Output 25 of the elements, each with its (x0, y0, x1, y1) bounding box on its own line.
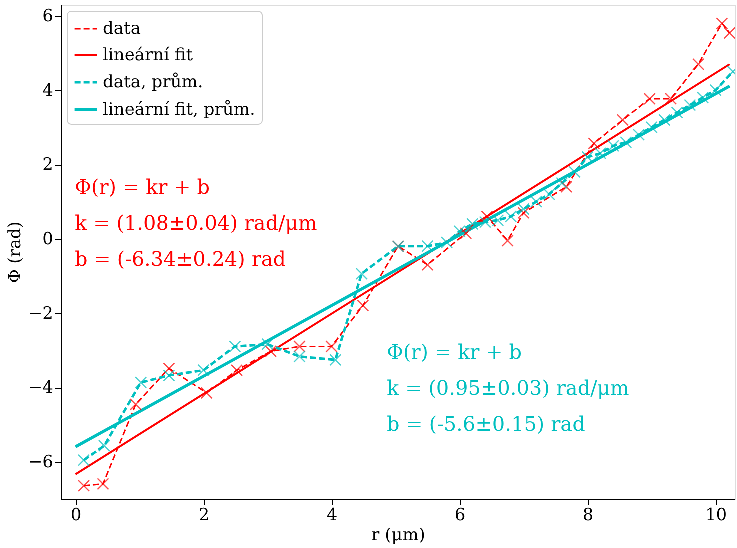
annotation: b = (-5.6±0.15) rad (387, 412, 586, 436)
y-tick-label: −6 (28, 452, 54, 472)
annotation: b = (-6.34±0.24) rad (75, 247, 286, 271)
y-tick-label: 6 (42, 6, 54, 27)
legend-label: lineární fit (103, 46, 194, 66)
y-tick-label: 2 (42, 155, 54, 176)
legend-label: data (103, 19, 141, 39)
y-tick-label: −2 (28, 304, 54, 324)
y-tick-label: 4 (42, 80, 54, 101)
y-tick-label: 0 (42, 230, 54, 250)
annotation: Φ(r) = kr + b (387, 340, 522, 364)
legend-label: lineární fit, prům. (103, 100, 256, 120)
x-tick-label: 10 (705, 506, 728, 526)
annotation: k = (0.95±0.03) rad/μm (387, 376, 630, 400)
x-tick-label: 6 (454, 506, 466, 526)
x-tick-label: 8 (582, 506, 594, 526)
annotation: k = (1.08±0.04) rad/μm (75, 211, 318, 235)
legend-label: data, prům. (103, 72, 204, 92)
x-tick-label: 0 (70, 506, 82, 526)
x-tick-label: 2 (198, 506, 210, 526)
y-tick-label: −4 (28, 378, 54, 398)
x-axis-title: r (μm) (372, 526, 426, 546)
y-axis-title: Φ (rad) (5, 222, 26, 284)
x-tick-label: 4 (326, 506, 338, 526)
annotation: Φ(r) = kr + b (75, 175, 210, 199)
